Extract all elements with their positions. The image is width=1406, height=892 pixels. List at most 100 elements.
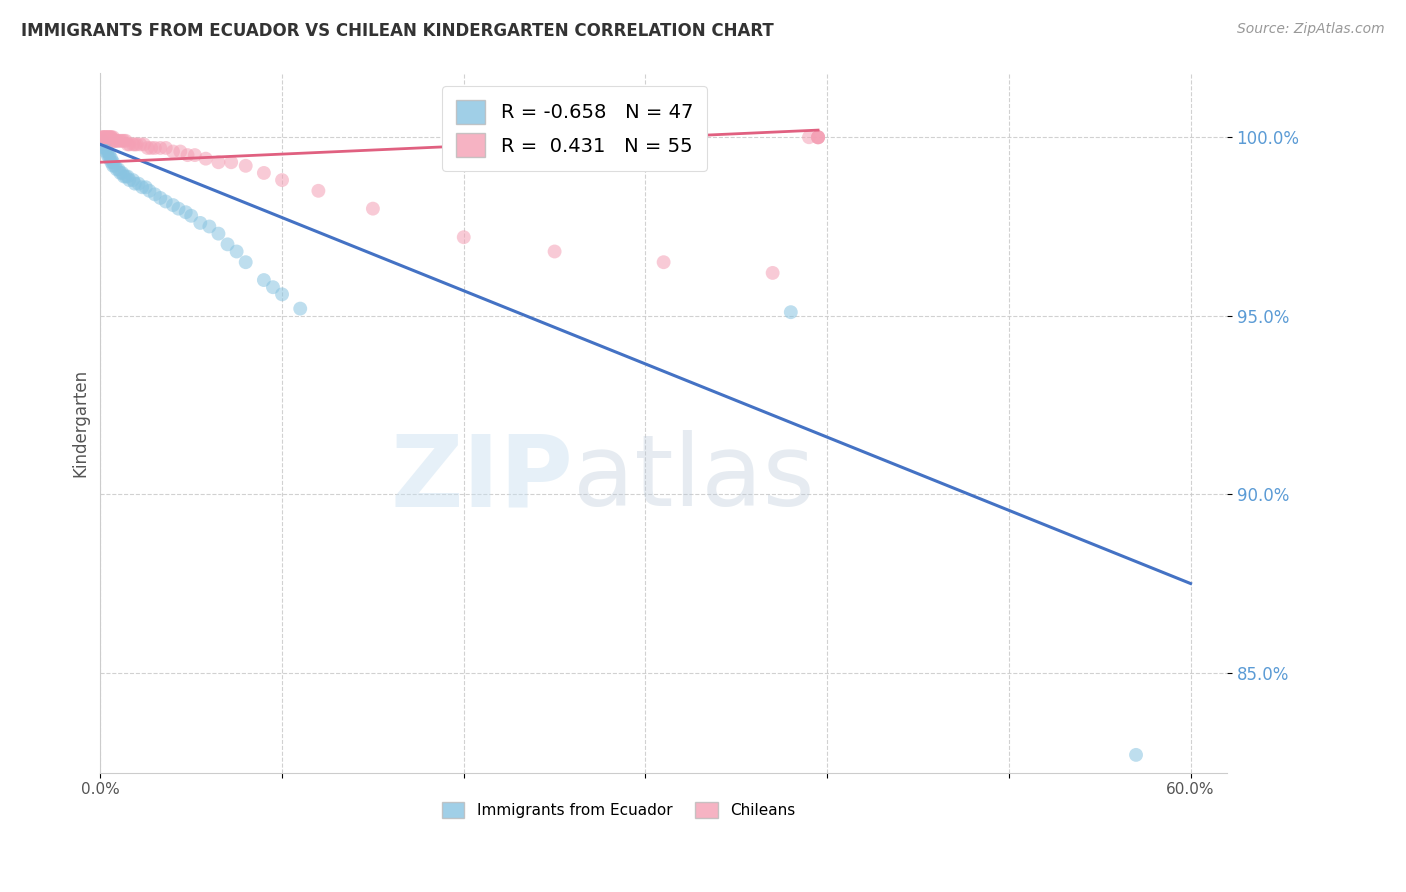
- Point: [114, 134, 136, 148]
- Point: [807, 130, 830, 145]
- Point: [198, 219, 221, 234]
- Point: [100, 130, 122, 145]
- Point: [253, 166, 276, 180]
- Y-axis label: Kindergarten: Kindergarten: [72, 368, 89, 477]
- Point: [98, 130, 121, 145]
- Point: [122, 173, 145, 187]
- Point: [114, 169, 136, 184]
- Point: [235, 159, 257, 173]
- Point: [107, 134, 129, 148]
- Text: ZIP: ZIP: [391, 430, 574, 527]
- Point: [807, 130, 830, 145]
- Point: [169, 145, 191, 159]
- Point: [94, 130, 117, 145]
- Point: [807, 130, 830, 145]
- Point: [97, 145, 120, 159]
- Point: [174, 205, 197, 219]
- Point: [207, 227, 229, 241]
- Point: [162, 198, 184, 212]
- Point: [105, 162, 128, 177]
- Point: [101, 159, 124, 173]
- Point: [98, 130, 121, 145]
- Point: [97, 148, 120, 162]
- Point: [124, 137, 146, 152]
- Point: [111, 134, 134, 148]
- Point: [94, 141, 117, 155]
- Point: [652, 255, 675, 269]
- Point: [129, 137, 152, 152]
- Point: [101, 134, 124, 148]
- Text: atlas: atlas: [574, 430, 815, 527]
- Point: [136, 141, 159, 155]
- Point: [91, 130, 114, 145]
- Point: [100, 155, 122, 169]
- Point: [112, 134, 135, 148]
- Point: [141, 141, 163, 155]
- Point: [93, 141, 115, 155]
- Point: [112, 169, 135, 184]
- Point: [262, 280, 284, 294]
- Point: [104, 134, 127, 148]
- Point: [131, 180, 153, 194]
- Text: IMMIGRANTS FROM ECUADOR VS CHILEAN KINDERGARTEN CORRELATION CHART: IMMIGRANTS FROM ECUADOR VS CHILEAN KINDE…: [21, 22, 773, 40]
- Point: [219, 155, 242, 169]
- Point: [111, 166, 134, 180]
- Point: [104, 159, 127, 173]
- Point: [117, 137, 139, 152]
- Point: [122, 137, 145, 152]
- Point: [188, 216, 211, 230]
- Point: [110, 134, 132, 148]
- Point: [1125, 747, 1147, 762]
- Point: [217, 237, 239, 252]
- Point: [107, 162, 129, 177]
- Point: [155, 194, 177, 209]
- Point: [93, 130, 115, 145]
- Text: Source: ZipAtlas.com: Source: ZipAtlas.com: [1237, 22, 1385, 37]
- Point: [361, 202, 384, 216]
- Point: [124, 177, 146, 191]
- Point: [118, 137, 141, 152]
- Point: [149, 191, 172, 205]
- Legend: Immigrants from Ecuador, Chileans: Immigrants from Ecuador, Chileans: [436, 797, 801, 824]
- Point: [807, 130, 830, 145]
- Point: [97, 130, 120, 145]
- Point: [207, 155, 229, 169]
- Point: [762, 266, 785, 280]
- Point: [97, 130, 120, 145]
- Point: [132, 137, 155, 152]
- Point: [184, 148, 207, 162]
- Point: [453, 230, 475, 244]
- Point: [93, 137, 115, 152]
- Point: [100, 152, 122, 166]
- Point: [100, 130, 122, 145]
- Point: [155, 141, 177, 155]
- Point: [125, 137, 148, 152]
- Point: [101, 155, 124, 169]
- Point: [91, 130, 114, 145]
- Point: [117, 169, 139, 184]
- Point: [143, 141, 166, 155]
- Point: [93, 130, 115, 145]
- Point: [94, 130, 117, 145]
- Point: [143, 187, 166, 202]
- Point: [149, 141, 172, 155]
- Point: [290, 301, 312, 316]
- Point: [91, 134, 114, 148]
- Point: [797, 130, 820, 145]
- Point: [110, 166, 132, 180]
- Point: [128, 177, 150, 191]
- Point: [176, 148, 198, 162]
- Point: [135, 180, 157, 194]
- Point: [105, 134, 128, 148]
- Point: [104, 134, 127, 148]
- Point: [167, 202, 190, 216]
- Point: [543, 244, 565, 259]
- Point: [98, 152, 121, 166]
- Point: [162, 145, 184, 159]
- Point: [98, 148, 121, 162]
- Point: [253, 273, 276, 287]
- Point: [138, 184, 160, 198]
- Point: [94, 145, 117, 159]
- Point: [180, 209, 202, 223]
- Point: [101, 130, 124, 145]
